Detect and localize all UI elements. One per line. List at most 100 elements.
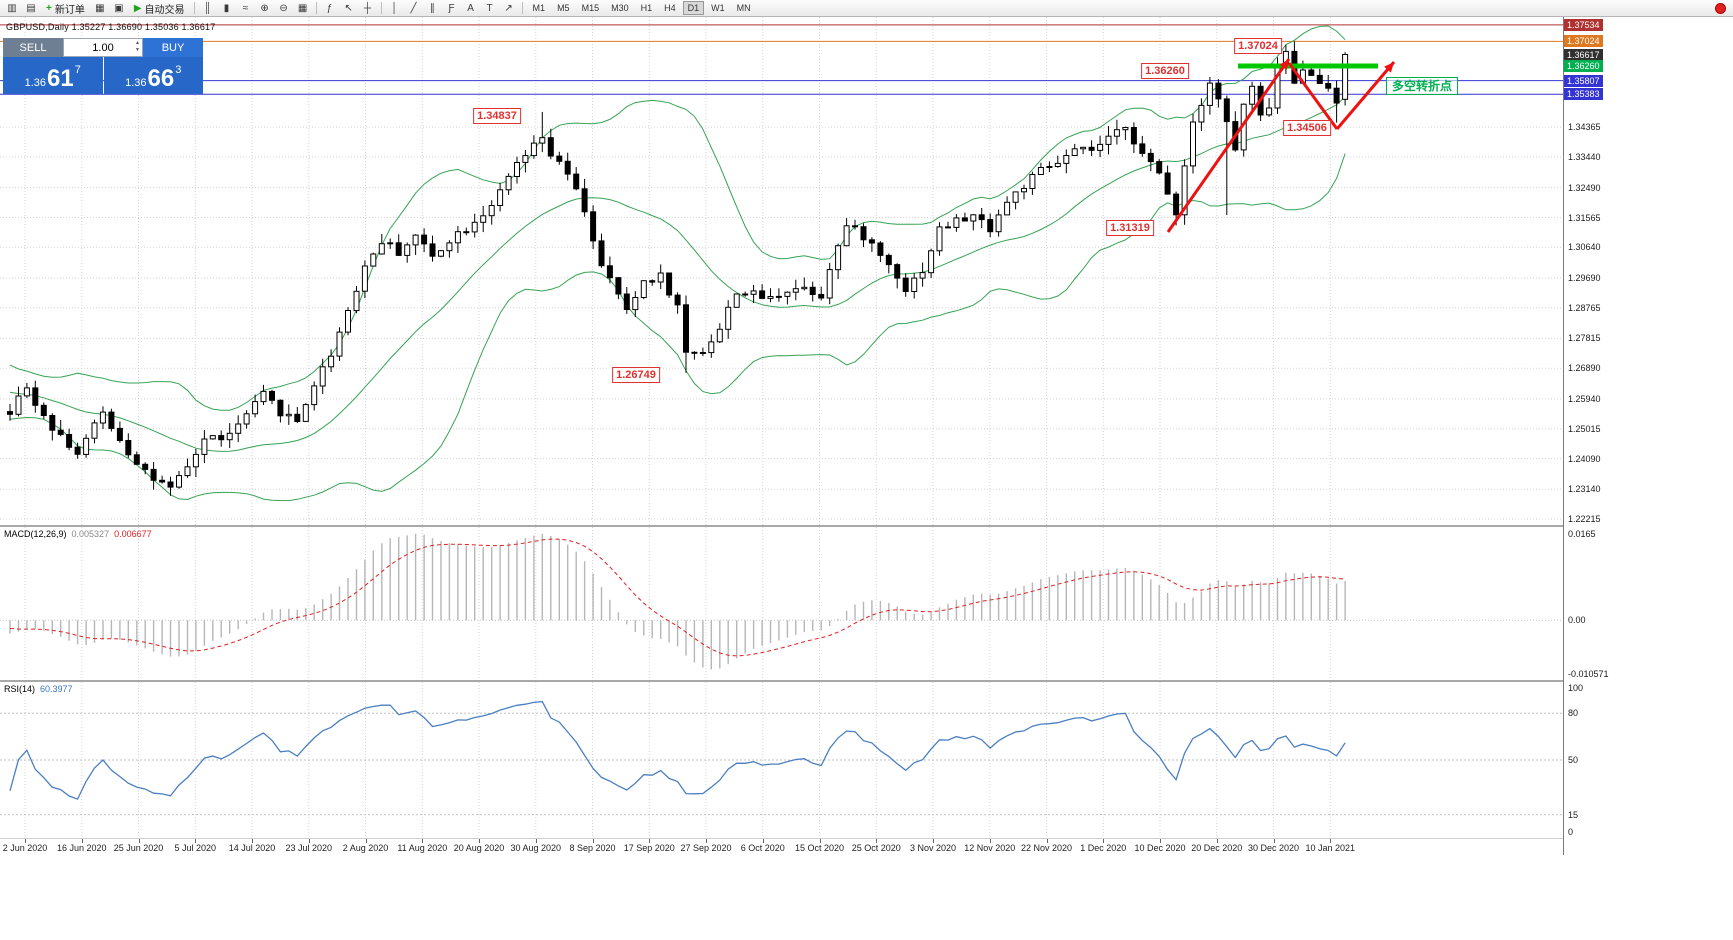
toolbar-separator <box>315 2 317 14</box>
macd-scale-label: -0.010571 <box>1568 669 1609 679</box>
date-tick <box>1103 839 1105 843</box>
date-tick <box>762 839 764 843</box>
new-order-button-label: 新订单 <box>54 4 85 16</box>
spin-up-icon[interactable]: ▲ <box>135 40 140 46</box>
macd-scale-label: 0.0165 <box>1568 529 1596 539</box>
time-scale[interactable]: 2 Jun 2020 16 Jun 2020 25 Jun 2020 5 Jul 20… <box>0 838 1563 855</box>
bar-chart-icon[interactable]: ║ <box>199 1 217 16</box>
price-scale-tick: 1.29690 <box>1568 272 1601 283</box>
trendline-icon[interactable]: ╱ <box>405 1 423 16</box>
date-tick <box>479 839 480 843</box>
timeframe-h1[interactable]: H1 <box>640 3 653 13</box>
data-window-icon[interactable]: ▣ <box>110 1 128 16</box>
arrows-icon[interactable]: ↗ <box>500 1 518 16</box>
vertical-line-icon[interactable]: │ <box>386 1 404 16</box>
fibonacci-icon[interactable]: Ƒ <box>443 1 461 16</box>
volume-spinner[interactable]: ▲ ▼ <box>135 40 140 54</box>
label-icon[interactable]: T <box>481 1 499 16</box>
price-scale-tick: 1.22215 <box>1568 514 1601 524</box>
price-scale-tick: 1.32490 <box>1568 182 1601 193</box>
date-label: 17 Sep 2020 <box>623 843 675 853</box>
price-scale[interactable]: 1.34365 1.33440 1.32490 1.31565 1.30640 1.296… <box>1563 17 1733 855</box>
indicators-icon: ƒ <box>326 2 333 14</box>
timeframe-mn[interactable]: MN <box>736 3 751 13</box>
timeframe-h4[interactable]: H4 <box>664 3 676 13</box>
cursor-icon[interactable]: ↖ <box>340 1 358 16</box>
price-annotation[interactable]: 1.36260 <box>1141 63 1189 79</box>
price-scale-tick: 1.27815 <box>1568 333 1601 344</box>
timeframe-m15[interactable]: M15 <box>581 3 600 13</box>
zoom-in-icon[interactable]: ⊕ <box>256 1 274 16</box>
date-tick <box>252 839 253 843</box>
timeframe-d1[interactable]: D1 <box>682 1 705 15</box>
date-tick <box>933 839 934 843</box>
price-line-tag: 1.35383 <box>1564 88 1603 101</box>
notification-icon[interactable] <box>1715 3 1726 14</box>
price-scale-tick: 1.33440 <box>1568 152 1601 162</box>
charts-grid-icon[interactable]: ▦ <box>91 1 109 16</box>
tile-windows-icon[interactable]: ▦ <box>294 1 312 16</box>
rsi-panel[interactable] <box>0 682 1563 838</box>
price-annotation[interactable]: 1.31319 <box>1106 220 1154 236</box>
buy-button[interactable]: BUY <box>143 38 203 57</box>
bar-chart-icon: ║ <box>204 2 212 14</box>
price-line-tag: 1.37024 <box>1564 35 1603 48</box>
symbol-ohlc-title: GBPUSD,Daily 1.35227 1.36690 1.35036 1.3… <box>6 22 216 32</box>
date-label: 1 Dec 2020 <box>1080 843 1127 853</box>
timeframe-m1[interactable]: M1 <box>532 3 546 13</box>
text-icon[interactable]: A <box>462 1 480 16</box>
zoom-out-icon[interactable]: ⊖ <box>275 1 293 16</box>
spin-down-icon[interactable]: ▼ <box>135 47 140 53</box>
label-icon: T <box>486 2 493 14</box>
toolbar-separator <box>521 2 523 14</box>
ask-price-button[interactable]: 1.36 66 3 <box>103 57 203 94</box>
date-tick <box>422 839 424 843</box>
date-tick <box>649 839 651 843</box>
price-scale-tick: 1.31565 <box>1568 212 1601 223</box>
price-chart[interactable] <box>0 17 1563 525</box>
timeframe-w1[interactable]: W1 <box>711 3 725 13</box>
panel-separator[interactable] <box>0 525 1563 527</box>
indicators-icon[interactable]: ƒ <box>321 1 339 16</box>
vertical-line-icon: │ <box>391 2 398 14</box>
autotrading-icon: ▶ <box>133 2 142 14</box>
price-scale-tick: 1.34365 <box>1568 122 1601 133</box>
candlestick-chart-icon[interactable]: ▮ <box>218 1 236 16</box>
volume-input[interactable]: 1.00 ▲ ▼ <box>63 38 143 57</box>
date-tick <box>1216 839 1218 843</box>
crosshair-icon[interactable]: ┼ <box>359 1 377 16</box>
line-chart-icon[interactable]: ≈ <box>237 1 255 16</box>
price-annotation[interactable]: 1.37024 <box>1234 38 1282 54</box>
price-annotation[interactable]: 1.26749 <box>612 367 660 383</box>
autotrading-button[interactable]: ▶ 自动交易 <box>129 1 190 16</box>
sell-button[interactable]: SELL <box>3 38 63 57</box>
new-chart-icon[interactable]: ▥ <box>3 1 21 16</box>
price-scale-tick: 1.24090 <box>1568 453 1601 464</box>
date-tick <box>535 839 537 843</box>
price-annotation[interactable]: 1.34506 <box>1283 120 1331 136</box>
bid-price-button[interactable]: 1.36 61 7 <box>3 57 103 94</box>
timeframe-m5[interactable]: M5 <box>557 3 570 13</box>
date-label: 12 Nov 2020 <box>964 843 1016 853</box>
panel-separator[interactable] <box>0 680 1563 682</box>
date-tick <box>365 839 367 843</box>
date-label: 2 Aug 2020 <box>342 843 389 853</box>
date-tick <box>1330 839 1332 843</box>
channel-icon[interactable]: ∥ <box>424 1 442 16</box>
profiles-icon[interactable]: ▤ <box>22 1 40 16</box>
cursor-icon: ↖ <box>344 2 353 14</box>
rsi-scale-label: 15 <box>1568 809 1579 820</box>
date-tick <box>1273 839 1275 843</box>
price-scale-tick: 1.26890 <box>1568 363 1601 374</box>
turning-point-note[interactable]: 多空转折点 <box>1386 77 1459 95</box>
bid-point: 7 <box>74 64 81 76</box>
date-label: 16 Jun 2020 <box>57 843 107 853</box>
price-annotation[interactable]: 1.34837 <box>473 108 521 124</box>
price-line-tag: 1.36617 <box>1564 48 1603 61</box>
new-order-button[interactable]: + 新订单 <box>41 1 90 16</box>
main-toolbar: ▥ ▤ + 新订单 ▦ ▣ ▶ 自动交易 ║ ▮ ≈ ⊕ ⊖ ▦ ƒ ↖ ┼ │ ╱ ∥ Ƒ A T ↗ M1 M5 M15 M30 H… <box>0 0 1733 17</box>
timeframe-m30[interactable]: M30 <box>611 3 629 13</box>
date-tick <box>308 839 310 843</box>
macd-panel[interactable] <box>0 527 1563 680</box>
date-tick <box>876 839 878 843</box>
